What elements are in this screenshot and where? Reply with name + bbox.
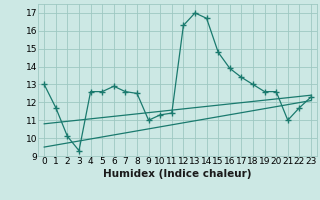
X-axis label: Humidex (Indice chaleur): Humidex (Indice chaleur): [103, 169, 252, 179]
